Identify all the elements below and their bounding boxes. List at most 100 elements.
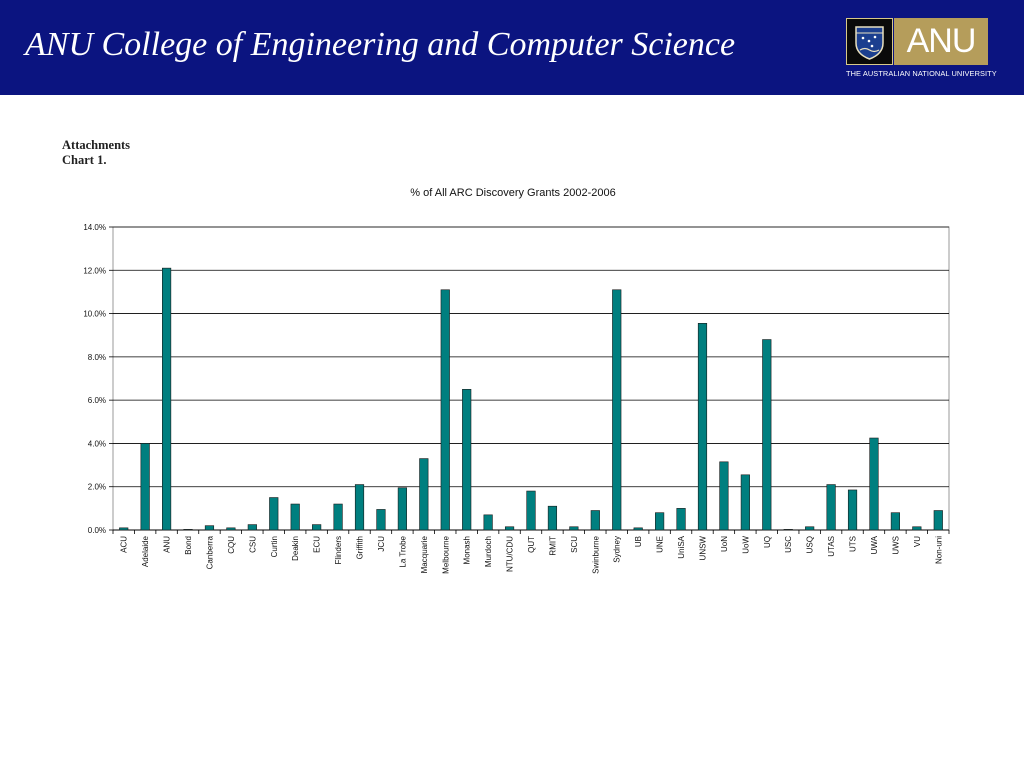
- x-tick-label: UNSW: [698, 536, 707, 561]
- y-axis-ticks: 0.0% 2.0% 4.0% 6.0% 8.0% 10.0% 12.0% 14.0%: [83, 223, 113, 535]
- x-tick-label: NTU/CDU: [506, 536, 515, 572]
- bar-macquarie: [419, 458, 429, 531]
- y-tick-label: 12.0%: [83, 266, 106, 275]
- bar-ntu-cdu: [504, 526, 515, 531]
- x-tick-label: Monash: [463, 536, 472, 564]
- x-tick-label: UniSA: [677, 535, 686, 558]
- x-tick-label: ACU: [120, 536, 129, 553]
- bar-rmit: [547, 505, 558, 531]
- x-tick-label: CSU: [248, 536, 257, 553]
- bar-non-uni: [933, 510, 943, 531]
- x-tick-label: VU: [913, 536, 922, 547]
- x-tick-label: QUT: [527, 536, 536, 553]
- bar-csu: [247, 524, 257, 531]
- bar-unsw: [697, 323, 708, 531]
- bar-utas: [826, 484, 836, 531]
- x-tick-label: Flinders: [334, 536, 343, 564]
- x-tick-label: ANU: [163, 536, 172, 553]
- x-tick-label: La Trobe: [398, 535, 407, 567]
- x-tick-label: Melbourne: [441, 535, 450, 573]
- x-tick-label: Macquarie: [420, 535, 429, 573]
- bar-ub: [633, 527, 643, 531]
- bar-ecu: [312, 524, 322, 531]
- anu-crest-icon: [846, 18, 893, 65]
- gridlines: [112, 226, 950, 531]
- bar-flinders: [333, 503, 343, 531]
- bar-adelaide: [140, 443, 150, 531]
- y-tick-label: 10.0%: [83, 310, 106, 319]
- x-tick-label: JCU: [377, 536, 386, 552]
- x-tick-label: Swinburne: [591, 535, 600, 573]
- attachments-caption: Attachments Chart 1.: [62, 138, 130, 168]
- bar-uon: [719, 461, 729, 531]
- bar-jcu: [376, 509, 386, 531]
- bar-uws: [890, 512, 900, 531]
- bar-curtin: [269, 497, 279, 531]
- x-tick-label: Bond: [184, 536, 193, 555]
- bar-qut: [526, 490, 536, 531]
- bar-monash: [462, 389, 472, 531]
- bar-acu: [119, 527, 129, 531]
- x-tick-label: USC: [784, 536, 793, 553]
- y-tick-label: 0.0%: [88, 526, 106, 535]
- header-banner: ANU College of Engineering and Computer …: [0, 0, 1024, 95]
- anu-subtitle: THE AUSTRALIAN NATIONAL UNIVERSITY: [846, 69, 997, 78]
- bar-griffith: [354, 484, 365, 531]
- x-tick-label: Sydney: [613, 536, 622, 563]
- bar-la-trobe: [397, 487, 407, 531]
- x-tick-label: UTS: [849, 536, 858, 552]
- x-tick-label: CQU: [227, 536, 236, 554]
- bar-uts: [847, 489, 858, 531]
- bar-une: [655, 512, 665, 531]
- y-tick-label: 6.0%: [88, 396, 106, 405]
- bar-deakin: [290, 503, 300, 531]
- bar-uow: [740, 474, 750, 531]
- bar-anu: [162, 267, 172, 531]
- x-tick-label: ECU: [313, 536, 322, 553]
- bar-swinburne: [590, 510, 600, 531]
- bar-scu: [569, 526, 579, 531]
- x-tick-label: UQ: [763, 536, 772, 548]
- x-tick-label: UTAS: [827, 536, 836, 557]
- anu-logo: ANU THE AUSTRALIAN NATIONAL UNIVERSITY: [846, 18, 997, 78]
- bar-vu: [912, 526, 922, 531]
- x-tick-label: Canberra: [205, 535, 214, 569]
- bar-uwa: [869, 437, 879, 531]
- chart-number-label: Chart 1.: [62, 153, 107, 167]
- x-tick-label: Curtin: [270, 536, 279, 557]
- college-title: ANU College of Engineering and Computer …: [25, 26, 736, 63]
- x-axis-ticks: ACU Adelaide ANU Bond Canberra CQU CSU Curtin De…: [112, 530, 950, 574]
- x-tick-label: USQ: [806, 536, 815, 553]
- attachments-label: Attachments: [62, 138, 131, 152]
- bar-bond: [183, 529, 193, 531]
- chart-title: % of All ARC Discovery Grants 2002-2006: [410, 187, 615, 199]
- bars: [119, 267, 943, 531]
- bar-canberra: [204, 525, 215, 531]
- x-tick-label: UoN: [720, 536, 729, 552]
- y-tick-label: 4.0%: [88, 439, 106, 448]
- x-tick-label: Non-uni: [934, 536, 943, 564]
- x-tick-label: UoW: [741, 536, 750, 554]
- bar-usq: [805, 526, 815, 531]
- y-tick-label: 14.0%: [83, 223, 106, 232]
- bar-murdoch: [483, 514, 493, 531]
- x-tick-label: Griffith: [356, 536, 365, 559]
- x-tick-label: SCU: [570, 536, 579, 553]
- bar-unisa: [676, 508, 686, 531]
- bar-uq: [762, 339, 772, 531]
- plot-area-border: [112, 226, 950, 531]
- bar-melbourne: [440, 289, 450, 531]
- x-tick-label: UWA: [870, 535, 879, 554]
- x-tick-label: RMIT: [548, 536, 557, 556]
- bar-sydney: [612, 289, 622, 531]
- x-tick-label: Deakin: [291, 536, 300, 561]
- x-tick-label: Adelaide: [141, 535, 150, 567]
- bar-cqu: [226, 527, 236, 531]
- x-tick-label: UB: [634, 536, 643, 547]
- x-tick-label: Murdoch: [484, 536, 493, 567]
- y-tick-label: 2.0%: [88, 483, 106, 492]
- x-tick-label: UNE: [656, 536, 665, 553]
- bar-usc: [783, 529, 793, 531]
- y-tick-label: 8.0%: [88, 353, 106, 362]
